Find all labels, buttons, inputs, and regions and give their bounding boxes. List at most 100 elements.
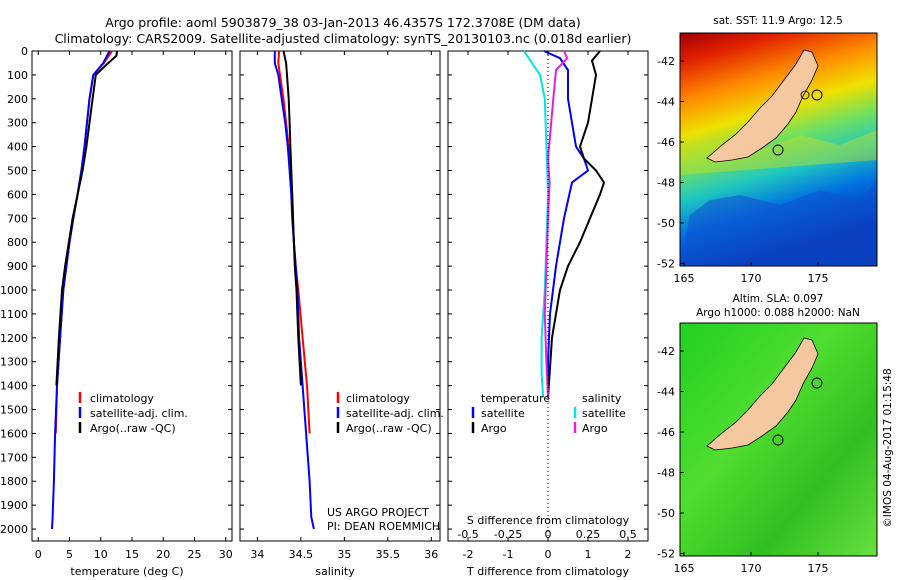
- depth-tick-label: 2000: [0, 523, 28, 536]
- lat-tick-label: -46: [657, 426, 675, 439]
- s-tick-label: -0.5: [457, 528, 478, 541]
- sst-map-title: sat. SST: 11.9 Argo: 12.5: [713, 15, 843, 27]
- salinity-series: [273, 50, 315, 530]
- series-satellite-adj-clim-: [51, 50, 111, 530]
- x-tick-label: -2: [463, 548, 474, 561]
- x-tick-label: 10: [94, 548, 108, 561]
- salinity-x-axis: 34 34.5 35 35.5 36: [250, 51, 438, 561]
- series-t-satellite: [543, 50, 590, 398]
- argo-position-marker: [772, 144, 784, 156]
- difference-xlabel-top: S difference from climatology: [467, 514, 630, 527]
- sst-map-frame: [679, 32, 878, 267]
- salinity-panel: [239, 50, 441, 542]
- depth-tick-label: 1800: [0, 475, 28, 488]
- s-tick-label: 0: [545, 528, 552, 541]
- sla-map-title2: Argo h1000: 0.088 h2000: NaN: [696, 307, 860, 319]
- figure-title-line2: Climatology: CARS2009. Satellite-adjuste…: [55, 31, 632, 46]
- lat-tick-label: -42: [657, 55, 675, 68]
- lat-tick-label: -50: [657, 217, 675, 230]
- lon-tick-label: 165: [674, 562, 695, 575]
- s-tick-label: -0.25: [494, 528, 522, 541]
- x-tick-label: 5: [66, 548, 73, 561]
- legend-s-satellite: satellite: [582, 407, 626, 420]
- lon-tick-label: 175: [808, 562, 829, 575]
- lat-tick-label: -52: [657, 548, 675, 561]
- x-tick-label: 0: [35, 548, 42, 561]
- depth-tick-label: 1400: [0, 380, 28, 393]
- lat-tick-label: -52: [657, 258, 675, 271]
- depth-axis: 0 100 200 300 400 500 600 700 800 900 1000 1100 1200…: [0, 45, 648, 536]
- difference-series: [523, 50, 606, 398]
- depth-tick-label: 500: [7, 165, 28, 178]
- lat-tick-label: -46: [657, 136, 675, 149]
- x-tick-label: 2: [625, 548, 632, 561]
- x-tick-label: 35: [337, 548, 351, 561]
- series-argo-raw-qc-: [55, 50, 118, 386]
- sla-map-lat-axis: -42 -44 -46 -48 -50 -52: [657, 345, 684, 561]
- x-tick-label: 15: [125, 548, 139, 561]
- legend-argo: Argo(..raw -QC): [90, 422, 176, 435]
- depth-tick-label: 900: [7, 260, 28, 273]
- depth-tick-label: 700: [7, 212, 28, 225]
- island-marker: [800, 90, 810, 100]
- x-tick-label: 30: [219, 548, 233, 561]
- depth-tick-label: 1100: [0, 308, 28, 321]
- depth-tick-label: 1000: [0, 284, 28, 297]
- salinity-legend: climatology satellite-adj. clim. Argo(..…: [336, 392, 444, 435]
- x-tick-label: 0: [545, 548, 552, 561]
- lon-tick-label: 165: [674, 272, 695, 285]
- legend-t-satellite: satellite: [481, 407, 525, 420]
- sla-field: [680, 323, 877, 556]
- s-tick-label: 0.25: [576, 528, 601, 541]
- legend-satellite-adj: satellite-adj. clim.: [90, 407, 188, 420]
- depth-tick-label: 1700: [0, 451, 28, 464]
- depth-tick-label: 100: [7, 69, 28, 82]
- sst-map: [679, 32, 878, 267]
- imos-watermark: ©IMOS 04-Aug-2017 01:15:48: [882, 368, 894, 527]
- legend-argo: Argo(..raw -QC): [346, 422, 432, 435]
- sst-cold-band: [680, 180, 877, 266]
- depth-tick-label: 1500: [0, 404, 28, 417]
- depth-tick-label: 1200: [0, 332, 28, 345]
- lat-tick-label: -44: [657, 96, 675, 109]
- island-marker: [811, 89, 823, 101]
- temperature-series: [51, 50, 118, 530]
- x-tick-label: -1: [503, 548, 514, 561]
- difference-x-axis: -2 -1 0 1 2 -0.5 -0.25 0 0.25 0.5: [457, 51, 637, 561]
- depth-tick-label: 600: [7, 188, 28, 201]
- series-argo-raw-qc-: [282, 50, 302, 386]
- lat-tick-label: -48: [657, 177, 675, 190]
- legend-climatology: climatology: [90, 392, 154, 405]
- difference-xlabel: T difference from climatology: [466, 565, 629, 578]
- sst-map-lat-axis: -42 -44 -46 -48 -50 -52: [657, 55, 684, 271]
- lat-tick-label: -50: [657, 507, 675, 520]
- depth-tick-label: 200: [7, 93, 28, 106]
- island-marker: [811, 377, 823, 389]
- series-s-satellite: [523, 50, 550, 398]
- series-s-argo: [543, 50, 569, 398]
- difference-legend: temperature salinity satellite Argo sate…: [471, 392, 626, 435]
- series-t-argo: [547, 50, 606, 398]
- s-tick-label: 0.5: [619, 528, 637, 541]
- depth-tick-label: 0: [21, 45, 28, 58]
- series-climatology: [54, 50, 113, 434]
- depth-tick-label: 300: [7, 117, 28, 130]
- x-tick-label: 20: [156, 548, 170, 561]
- legend-satellite-adj: satellite-adj. clim.: [346, 407, 444, 420]
- new-zealand-land: [706, 49, 819, 163]
- depth-tick-label: 800: [7, 236, 28, 249]
- x-tick-label: 1: [585, 548, 592, 561]
- sla-map: [679, 322, 878, 557]
- legend-s-argo: Argo: [582, 422, 608, 435]
- project-credit: US ARGO PROJECT: [327, 506, 429, 519]
- sst-mid-band: [680, 130, 877, 175]
- lon-tick-label: 170: [741, 272, 762, 285]
- figure-title-line1: Argo profile: aoml 5903879_38 03-Jan-201…: [105, 15, 581, 30]
- legend-salinity-head: salinity: [582, 392, 622, 405]
- x-tick-label: 36: [424, 548, 438, 561]
- lat-tick-label: -42: [657, 345, 675, 358]
- x-tick-label: 25: [188, 548, 202, 561]
- legend-temperature-head: temperature: [481, 392, 550, 405]
- lon-tick-label: 175: [808, 272, 829, 285]
